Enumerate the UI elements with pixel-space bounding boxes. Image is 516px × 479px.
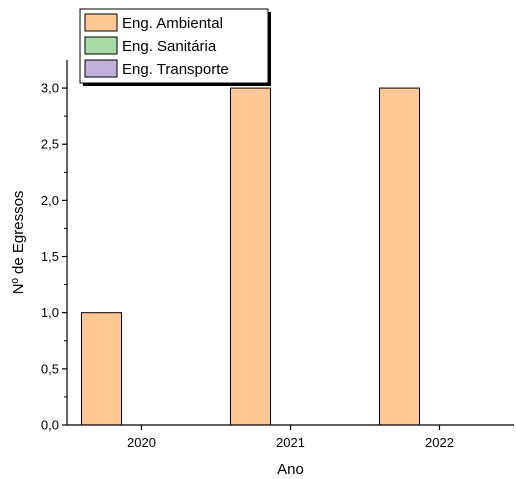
legend-label: Eng. Transporte xyxy=(122,61,229,78)
y-tick-label: 0,0 xyxy=(41,418,59,433)
legend: Eng. Ambiental Eng. Sanitária Eng. Transpo… xyxy=(79,8,271,86)
legend-swatch xyxy=(84,13,118,32)
bars-layer xyxy=(81,87,420,426)
x-tick-label: 2021 xyxy=(276,435,305,450)
legend-swatch xyxy=(84,59,118,78)
legend-label: Eng. Sanitária xyxy=(122,38,217,55)
x-axis-label: Ano xyxy=(277,461,304,478)
y-tick-label: 2,5 xyxy=(41,137,59,152)
axes-layer xyxy=(66,60,514,426)
y-ticks: 0,0 0,5 1,0 1,5 2,0 2,5 3,0 xyxy=(41,81,67,433)
y-tick-label: 0,5 xyxy=(41,361,59,376)
x-tick-label: 2022 xyxy=(425,435,454,450)
x-ticks: 2020 2021 2022 xyxy=(127,425,454,450)
y-tick-label: 3,0 xyxy=(41,81,59,96)
y-tick-label: 1,5 xyxy=(41,249,59,264)
bar xyxy=(81,312,122,426)
x-tick-label: 2020 xyxy=(127,435,156,450)
legend-swatch xyxy=(84,36,118,55)
y-axis-label: Nº de Egressos xyxy=(10,191,27,295)
bar xyxy=(379,87,420,426)
bar xyxy=(230,87,271,426)
legend-label: Eng. Ambiental xyxy=(122,15,223,32)
y-tick-label: 2,0 xyxy=(41,193,59,208)
y-tick-label: 1,0 xyxy=(41,305,59,320)
